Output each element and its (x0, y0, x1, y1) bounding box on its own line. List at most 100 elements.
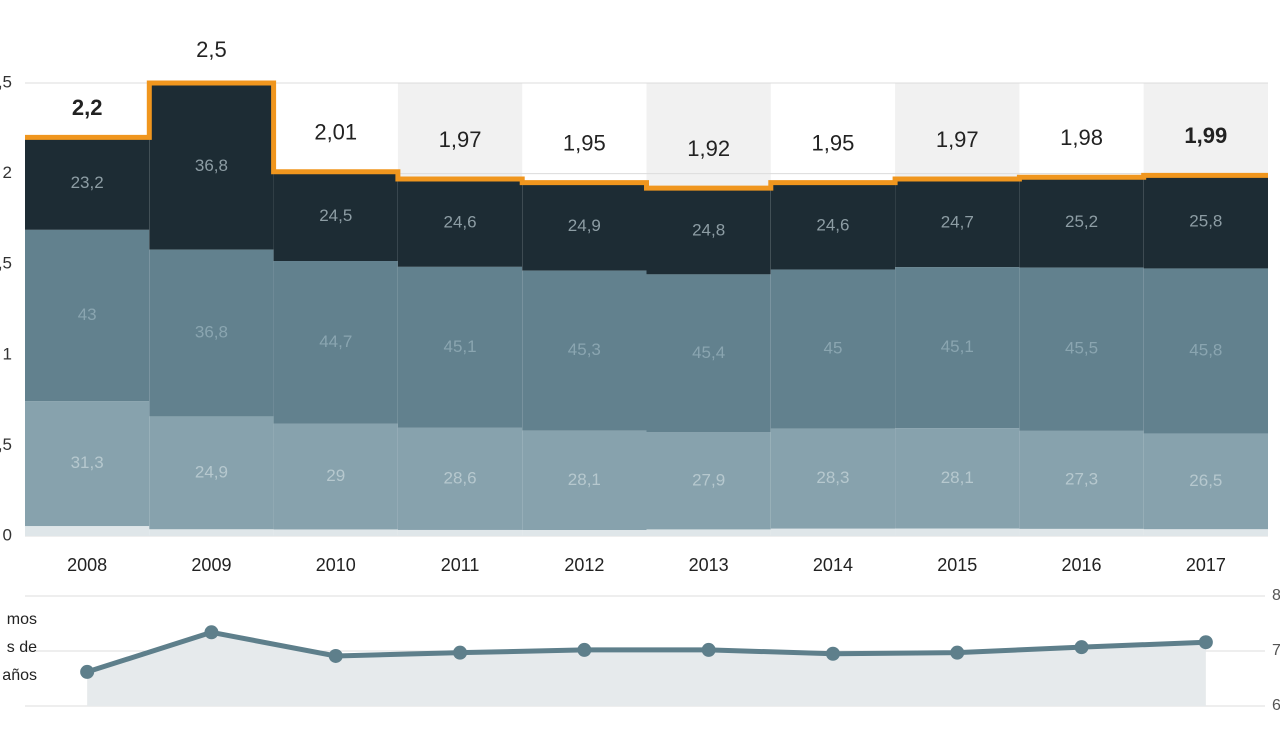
x-tick-label: 2013 (689, 555, 729, 575)
segment-label: 24,8 (692, 221, 725, 240)
bar-segment (25, 229, 150, 402)
x-tick-label: 2016 (1062, 555, 1102, 575)
segment-label: 31,3 (71, 453, 104, 472)
segment-label: 29 (326, 466, 345, 485)
segment-label: 27,9 (692, 470, 725, 489)
segment-label: 45 (823, 339, 842, 358)
bar-segment (149, 249, 274, 417)
y-tick-label: 1,5 (0, 254, 12, 273)
bar-segment (895, 179, 1020, 268)
segment-label: 36,8 (195, 323, 228, 342)
bar-segment (1019, 177, 1144, 268)
x-tick-label: 2009 (191, 555, 231, 575)
bar-segment (770, 428, 896, 529)
x-tick-label: 2011 (441, 555, 480, 575)
segment-label: 28,3 (816, 468, 849, 487)
point (204, 625, 219, 640)
bar-segment (149, 83, 274, 250)
point (1074, 640, 1089, 655)
line (86, 629, 1206, 675)
segment-label: 26,5 (1189, 471, 1222, 490)
bar-segment (397, 266, 523, 428)
bar-segment (397, 179, 523, 267)
y2-tick-label: 8 (1272, 587, 1280, 604)
point (577, 642, 592, 657)
segment-label: 43 (78, 305, 97, 324)
segment-label: 28,1 (568, 470, 601, 489)
y-tick-label: 0,5 (0, 435, 12, 454)
total-label: 1,98 (1060, 125, 1103, 150)
segment-label: 36,8 (195, 156, 228, 175)
point (328, 648, 343, 663)
point (453, 645, 468, 660)
segment-label: 25,8 (1189, 211, 1222, 230)
bar-segment (646, 432, 771, 530)
y-label: años (2, 667, 37, 684)
total-label: 1,99 (1184, 123, 1227, 148)
total-label: 1,97 (439, 127, 482, 152)
x-tick-label: 2015 (937, 555, 977, 575)
bar-segment (895, 267, 1020, 429)
segment-label: 27,3 (1065, 469, 1098, 488)
total-label: 1,95 (563, 130, 606, 155)
segment-label: 24,6 (444, 212, 477, 231)
bar-segment (770, 182, 896, 270)
segment-label: 25,2 (1065, 212, 1098, 231)
x-tick-label: 2008 (67, 555, 107, 575)
segment-label: 45,3 (568, 340, 601, 359)
segment-label: 45,8 (1189, 341, 1222, 360)
segment-label: 28,1 (941, 468, 974, 487)
bar-segment (1019, 267, 1144, 431)
bar-segment (895, 428, 1020, 529)
bar-segment (273, 261, 398, 424)
y-tick-label: 2 (3, 163, 12, 182)
point (701, 642, 716, 657)
segment-label: 24,5 (319, 206, 352, 225)
bar-segment (397, 427, 523, 530)
y-tick-label: 2,5 (0, 72, 12, 91)
y-label: mos (7, 611, 37, 628)
segment-label: 24,7 (941, 213, 974, 232)
bar-segment (522, 270, 647, 431)
bar-segment (1143, 268, 1268, 434)
segment-label: 28,6 (444, 468, 477, 487)
bar-segment (522, 430, 647, 530)
bar-segment (646, 274, 771, 433)
y-tick-label: 0 (3, 525, 12, 544)
bar-segment (1019, 430, 1144, 529)
bar-segment (273, 423, 398, 530)
bar-segment (770, 269, 896, 429)
x-tick-label: 2012 (564, 555, 604, 575)
segment-label: 45,4 (692, 343, 725, 362)
segment-label: 45,1 (941, 337, 974, 356)
total-label: 2,2 (72, 95, 103, 120)
segment-label: 24,9 (195, 462, 228, 481)
bar-segment (1143, 175, 1268, 269)
bar-segment (25, 137, 150, 230)
bar-segment (522, 182, 647, 271)
x-tick-label: 2010 (316, 555, 356, 575)
segment-label: 24,6 (816, 216, 849, 235)
y2-tick-label: 6 (1272, 697, 1280, 714)
segment-label: 45,5 (1065, 339, 1098, 358)
total-label: 1,97 (936, 127, 979, 152)
point (80, 664, 95, 679)
bar-segment (273, 171, 398, 262)
segment-label: 45,1 (444, 337, 477, 356)
total-label: 2,5 (196, 37, 227, 62)
bar-segment (25, 401, 150, 527)
point (1198, 635, 1213, 650)
segment-label: 44,7 (319, 332, 352, 351)
y2-tick-label: 7 (1272, 642, 1280, 659)
point (950, 645, 965, 660)
total-label: 1,92 (687, 136, 730, 161)
bar-segment (149, 416, 274, 530)
segment-label: 24,9 (568, 216, 601, 235)
x-tick-label: 2017 (1186, 555, 1226, 575)
y-label: s de (7, 639, 37, 656)
segment-label: 23,2 (71, 173, 104, 192)
total-line (25, 80, 1268, 191)
total-label: 1,95 (812, 130, 855, 155)
